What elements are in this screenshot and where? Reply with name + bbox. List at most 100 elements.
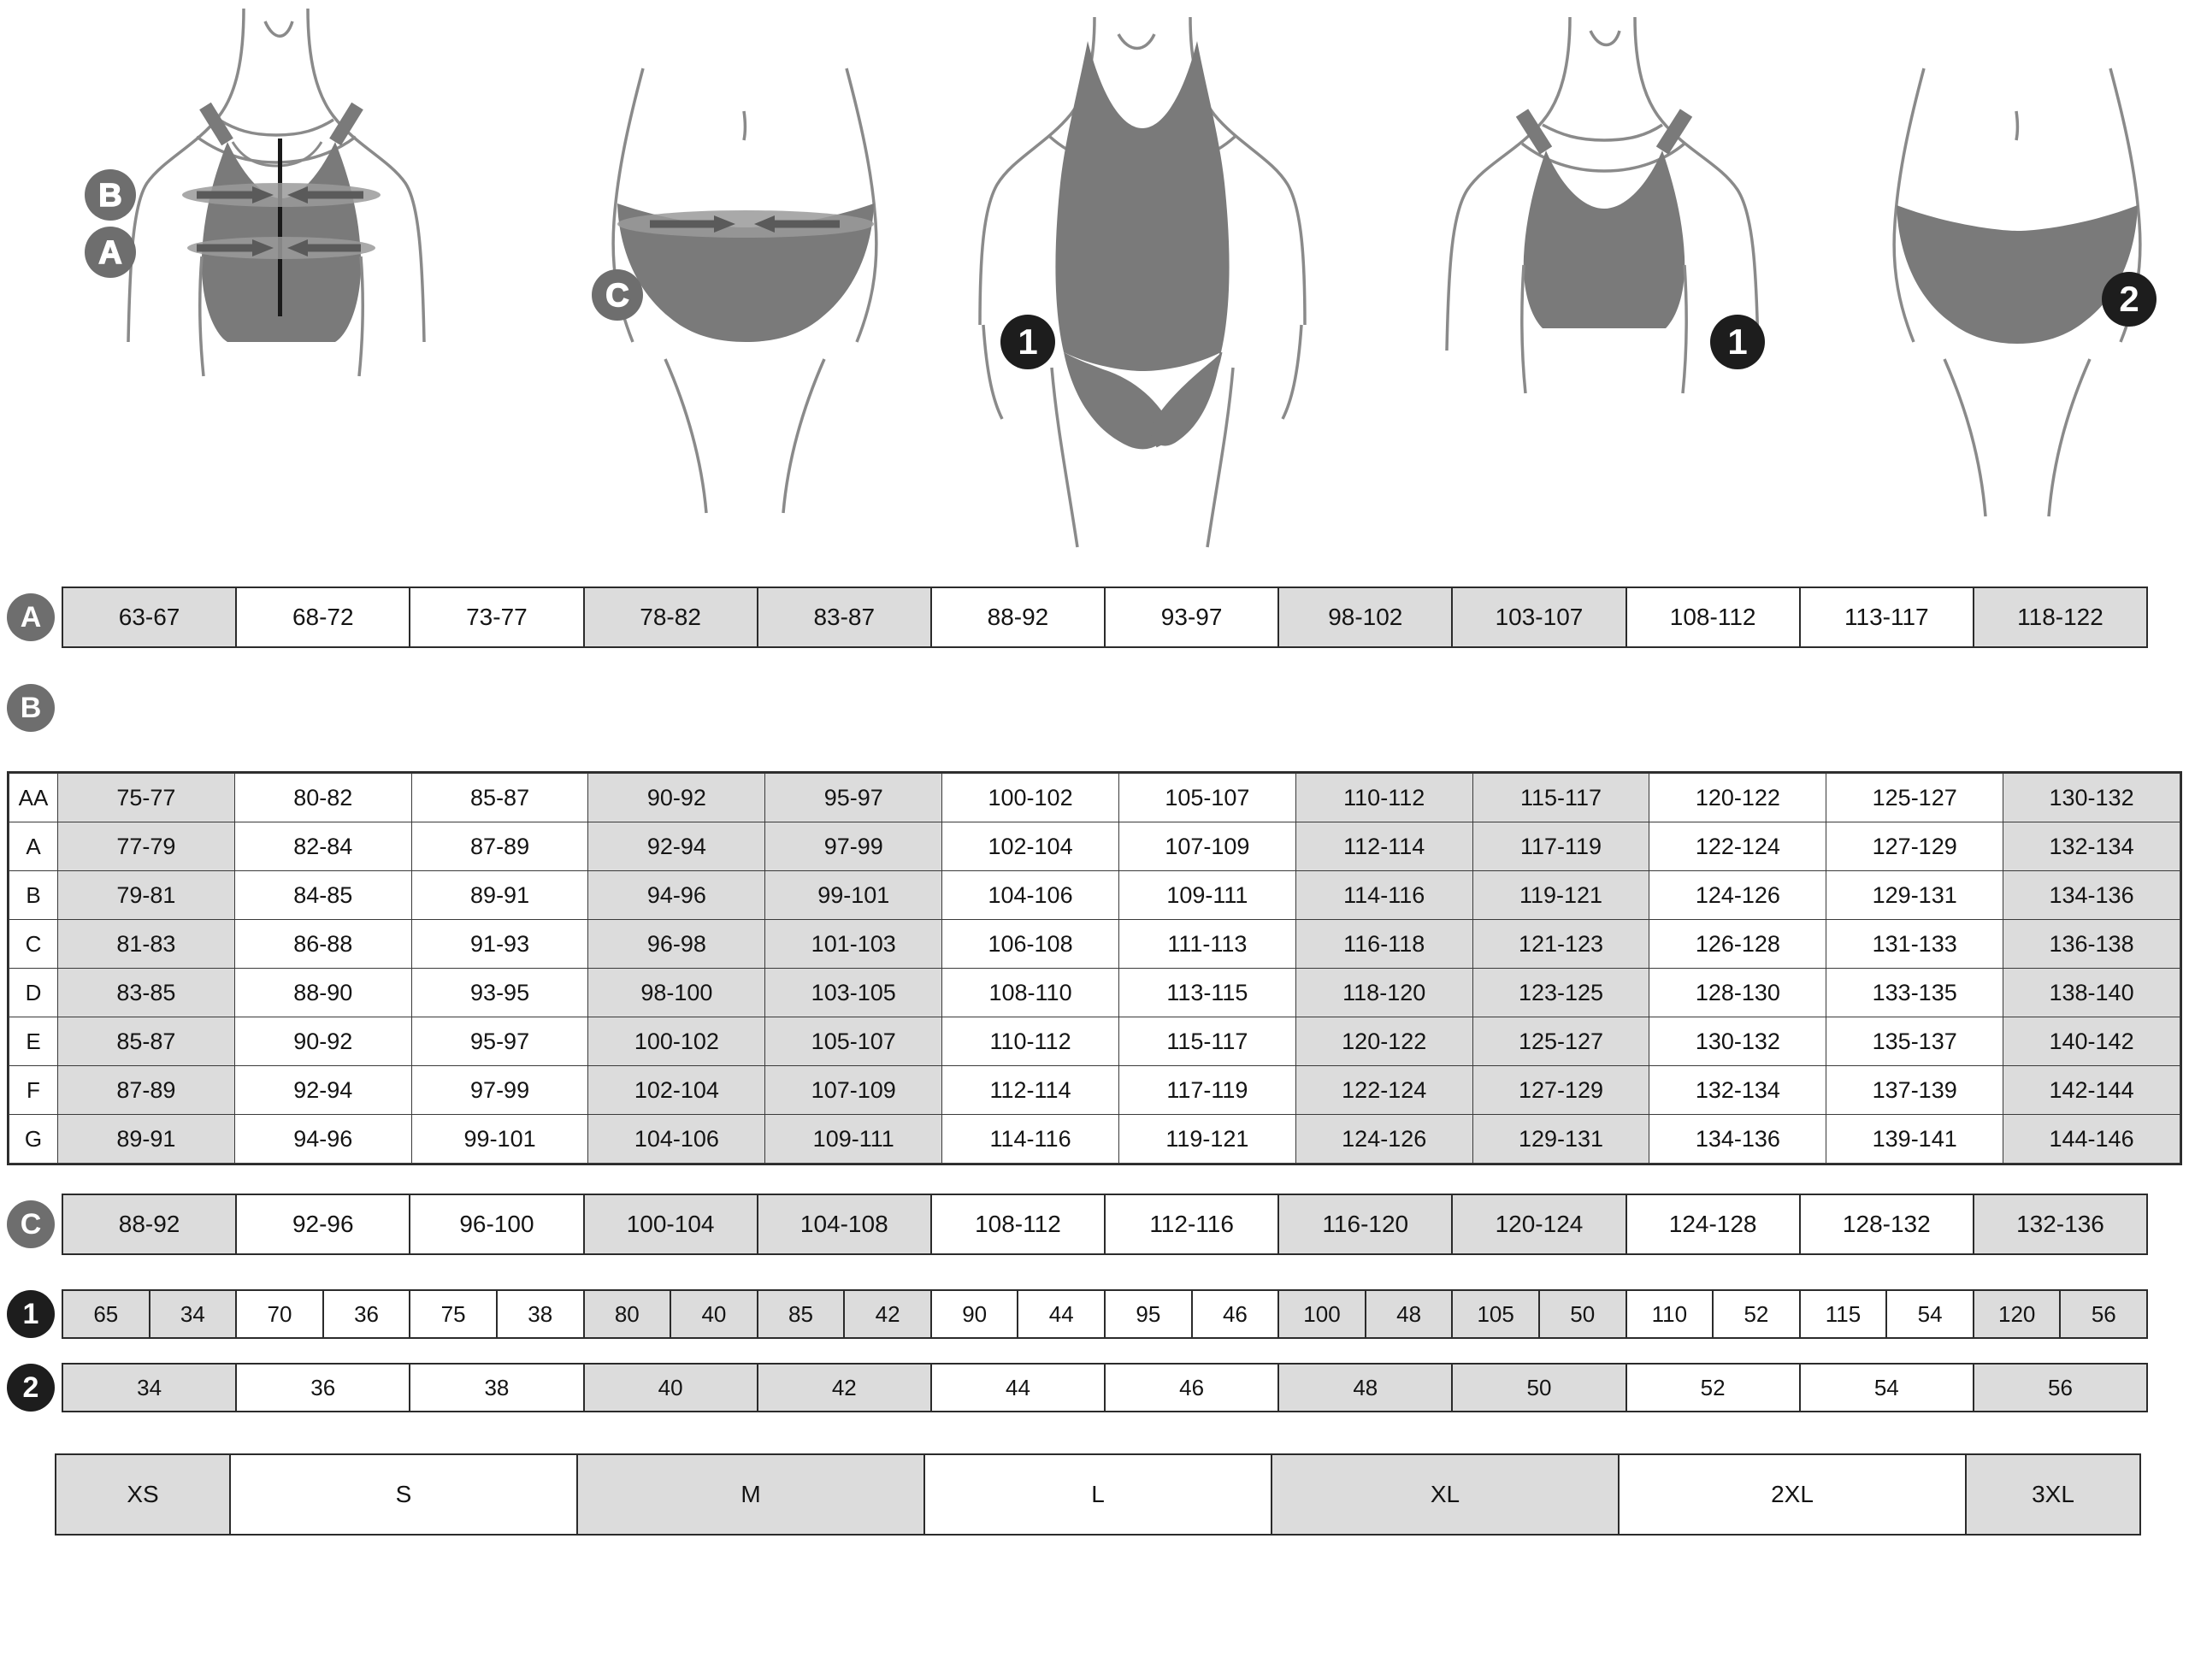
bust-cell: 133-135	[1826, 968, 2004, 1017]
bust-cell: 123-125	[1472, 968, 1650, 1017]
row-one-band-cell: 65	[63, 1291, 150, 1337]
bust-cell: 136-138	[2003, 919, 2180, 969]
row-one-pair: 85 42	[758, 1291, 932, 1337]
cup-label: F	[9, 1065, 58, 1115]
bust-cell: 117-119	[1118, 1065, 1296, 1115]
row-one-badge: 1	[7, 1290, 55, 1338]
row-one-intl-cell: 56	[2061, 1291, 2147, 1337]
row-a-cell: 113-117	[1800, 588, 1974, 646]
row-two-cell: 52	[1626, 1365, 1801, 1411]
row-two-cell: 40	[584, 1365, 758, 1411]
row-b-label: B	[0, 684, 55, 732]
letter-size-cell: XS	[56, 1455, 231, 1534]
row-c-cell: 124-128	[1626, 1195, 1801, 1253]
row-one-pair: 100 48	[1279, 1291, 1454, 1337]
bust-cell: 109-111	[764, 1114, 943, 1164]
cup-row: AA 75-77 80-82 85-87 90-92 95-97 100-102 105-10…	[9, 773, 2180, 822]
row-one-intl-cell: 54	[1887, 1291, 1973, 1337]
bust-cell: 124-126	[1295, 1114, 1473, 1164]
row-c: C 88-92 92-96 96-100 100-104 104-108 108-112 1…	[0, 1194, 2148, 1255]
bust-cell: 100-102	[941, 773, 1119, 822]
row-two-cell: 56	[1974, 1365, 2147, 1411]
bust-cell: 96-98	[587, 919, 766, 969]
bust-cell: 120-122	[1295, 1017, 1473, 1066]
bust-cell: 122-124	[1649, 822, 1827, 871]
row-c-cell: 128-132	[1800, 1195, 1974, 1253]
bust-cell: 84-85	[233, 870, 412, 920]
letter-size-cell: XL	[1272, 1455, 1620, 1534]
bust-cell: 130-132	[1649, 1017, 1827, 1066]
row-two: 2 34 36 38 40 42 44 46 48 50 52 54 56	[0, 1363, 2148, 1412]
bust-cell: 142-144	[2003, 1065, 2180, 1115]
letter-size-cell: S	[231, 1455, 578, 1534]
svg-text:A: A	[98, 235, 121, 271]
bust-cell: 95-97	[764, 773, 943, 822]
row-one-pair: 70 36	[237, 1291, 411, 1337]
bust-cell: 97-99	[410, 1065, 589, 1115]
bust-cell: 116-118	[1295, 919, 1473, 969]
row-a-cell: 73-77	[410, 588, 585, 646]
marker-one-icon: 1	[1000, 315, 1055, 369]
row-a-cell: 108-112	[1626, 588, 1801, 646]
row-one-intl-cell: 44	[1018, 1291, 1105, 1337]
bust-cell: 115-117	[1472, 773, 1650, 822]
bra-top-figure: 1	[1402, 0, 1796, 564]
cup-row: F 87-89 92-94 97-99 102-104 107-109 112-114 117…	[9, 1065, 2180, 1115]
row-two-cell: 42	[758, 1365, 932, 1411]
row-one-pair: 90 44	[931, 1291, 1106, 1337]
bust-cell: 107-109	[764, 1065, 943, 1115]
bust-cell: 103-105	[764, 968, 943, 1017]
bust-cell: 75-77	[57, 773, 235, 822]
bust-cell: 77-79	[57, 822, 235, 871]
row-one-band-cell: 110	[1626, 1291, 1714, 1337]
bust-cell: 101-103	[764, 919, 943, 969]
bust-cell: 135-137	[1826, 1017, 2004, 1066]
bust-cell: 140-142	[2003, 1017, 2180, 1066]
bust-cell: 87-89	[410, 822, 589, 871]
bust-cell: 114-116	[1295, 870, 1473, 920]
bust-cell: 130-132	[2003, 773, 2180, 822]
letter-size-cell: 3XL	[1967, 1455, 2139, 1534]
bust-cell: 109-111	[1118, 870, 1296, 920]
row-c-strip: 88-92 92-96 96-100 100-104 104-108 108-112 112…	[62, 1194, 2148, 1255]
bust-cell: 86-88	[233, 919, 412, 969]
svg-text:C: C	[605, 278, 628, 314]
row-a-cell: 83-87	[758, 588, 932, 646]
bust-cell: 104-106	[941, 870, 1119, 920]
row-one-pair: 115 54	[1800, 1291, 1974, 1337]
row-two-cell: 44	[931, 1365, 1106, 1411]
illustration-band: B A	[0, 0, 2189, 564]
bust-cell: 89-91	[410, 870, 589, 920]
row-one-band-cell: 75	[410, 1291, 498, 1337]
row-c-cell: 92-96	[237, 1195, 411, 1253]
row-c-cell: 132-136	[1974, 1195, 2147, 1253]
bust-cell: 128-130	[1649, 968, 1827, 1017]
bust-cell: 81-83	[57, 919, 235, 969]
bust-cell: 87-89	[57, 1065, 235, 1115]
bust-cell: 112-114	[941, 1065, 1119, 1115]
letter-size-strip: XS S M L XL 2XL 3XL	[55, 1453, 2141, 1536]
row-two-cell: 48	[1279, 1365, 1454, 1411]
cup-label: AA	[9, 773, 58, 822]
row-a-cell: 78-82	[584, 588, 758, 646]
bust-cell: 127-129	[1472, 1065, 1650, 1115]
bust-cell: 112-114	[1295, 822, 1473, 871]
row-one-intl-cell: 34	[150, 1291, 236, 1337]
cup-row: E 85-87 90-92 95-97 100-102 105-107 110-112 115…	[9, 1017, 2180, 1066]
row-one: 1 65 34 70 36 75 38 80 40 85 42 90 44 95 46 100 48 105 50…	[0, 1289, 2148, 1339]
bust-cell: 99-101	[764, 870, 943, 920]
row-c-badge: C	[7, 1200, 55, 1248]
row-one-intl-cell: 36	[323, 1291, 410, 1337]
bust-cell: 119-121	[1118, 1114, 1296, 1164]
bust-cell: 79-81	[57, 870, 235, 920]
hip-measurement-figure: C	[564, 0, 923, 564]
svg-text:B: B	[98, 178, 121, 214]
row-c-cell: 104-108	[758, 1195, 932, 1253]
cup-label: D	[9, 968, 58, 1017]
cup-label: E	[9, 1017, 58, 1066]
bust-cell: 108-110	[941, 968, 1119, 1017]
row-one-intl-cell: 38	[497, 1291, 583, 1337]
bust-cell: 89-91	[57, 1114, 235, 1164]
row-one-band-cell: 120	[1974, 1291, 2062, 1337]
row-one-intl-cell: 46	[1192, 1291, 1278, 1337]
